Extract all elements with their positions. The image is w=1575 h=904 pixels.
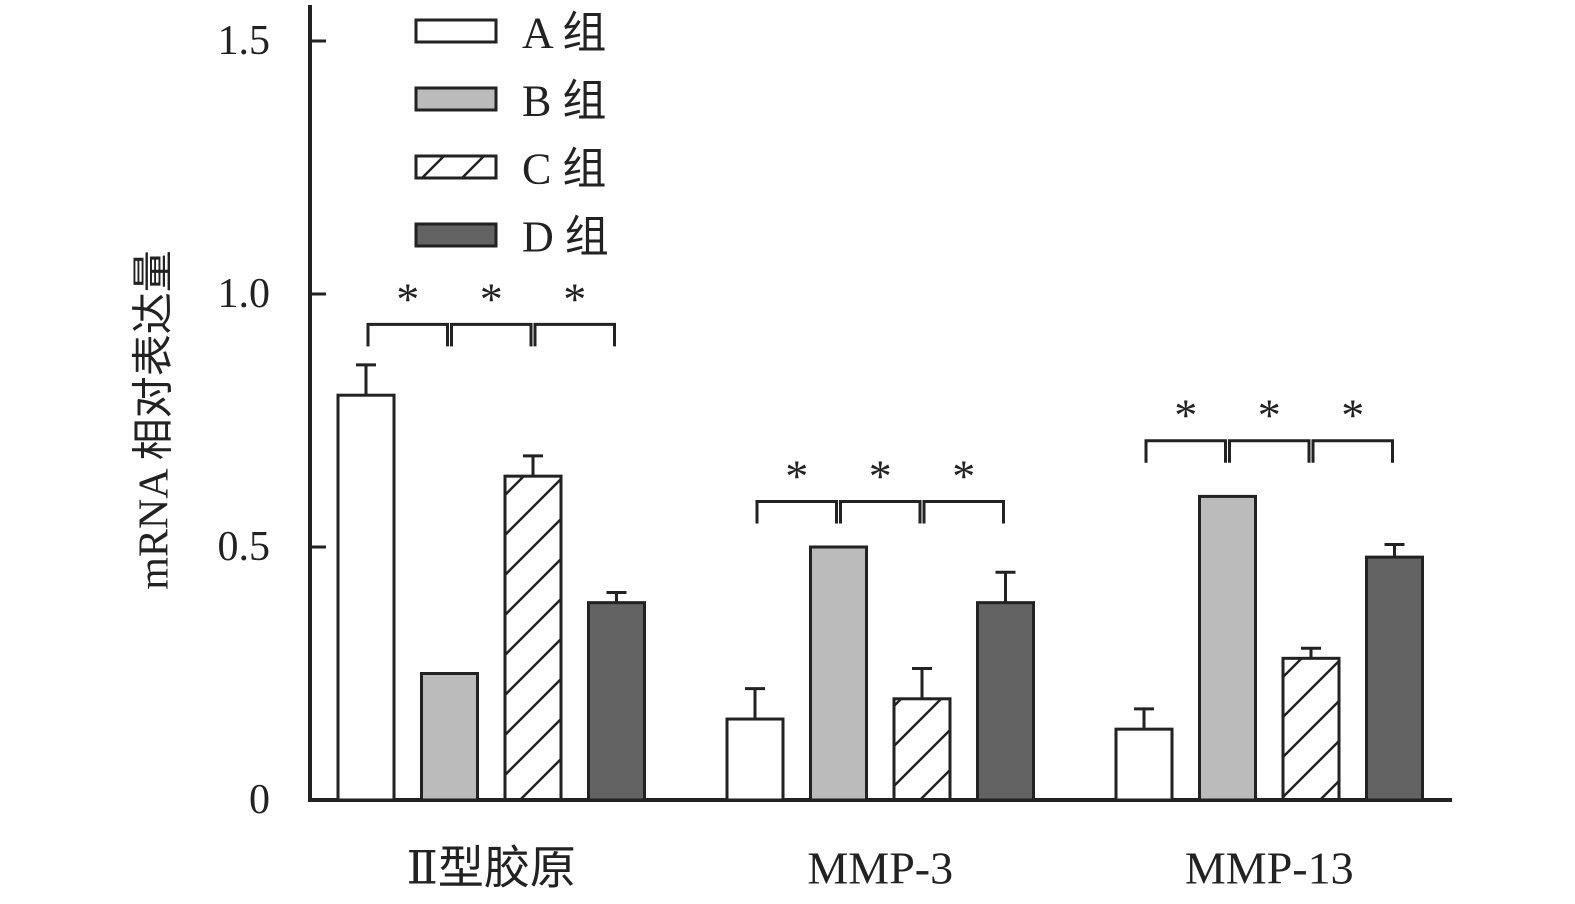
y-tick-label: 1.0 xyxy=(218,271,271,317)
x-category-label: Ⅱ型胶原 xyxy=(407,843,576,894)
legend-swatch xyxy=(414,18,498,44)
significance-asterisk: * xyxy=(869,450,892,501)
x-axis: Ⅱ型胶原 MMP-3 MMP-13 xyxy=(308,798,1452,894)
y-axis: 0 0.5 1.0 1.5 xyxy=(218,5,326,823)
significance-markers: * * * * * * * * * xyxy=(366,273,1394,524)
significance-bracket xyxy=(755,499,838,524)
significance-asterisk: * xyxy=(785,450,808,501)
significance-asterisk: * xyxy=(1174,390,1197,441)
significance-bracket xyxy=(366,322,449,347)
bar xyxy=(503,474,563,802)
significance-asterisk: * xyxy=(952,450,975,501)
y-tick-label: 1.5 xyxy=(218,18,271,64)
legend-label: C 组 xyxy=(522,145,606,194)
legend-label: D 组 xyxy=(522,213,609,262)
x-category-label: MMP-3 xyxy=(807,843,953,894)
legend-label: A 组 xyxy=(522,9,606,58)
bar xyxy=(1198,494,1257,802)
significance-asterisk: * xyxy=(1258,390,1281,441)
bar xyxy=(420,672,479,802)
bar xyxy=(587,601,646,802)
significance-bracket xyxy=(1144,439,1227,463)
x-category-label: MMP-13 xyxy=(1185,843,1354,894)
bar xyxy=(1114,727,1174,802)
y-tick-label: 0.5 xyxy=(218,524,271,570)
significance-bracket xyxy=(533,322,616,347)
legend-swatch xyxy=(414,86,498,112)
significance-bracket xyxy=(922,499,1005,524)
bar xyxy=(976,601,1035,802)
bar xyxy=(1365,555,1424,802)
legend-label: B 组 xyxy=(522,77,606,126)
significance-asterisk: * xyxy=(396,273,419,324)
significance-bracket xyxy=(839,499,922,524)
significance-bracket xyxy=(1228,439,1311,463)
significance-bracket xyxy=(1311,439,1394,463)
y-axis-title: mRNA 相对表达量 xyxy=(132,250,178,590)
bar xyxy=(892,697,952,802)
legend-swatch xyxy=(414,154,498,180)
legend-swatch xyxy=(414,222,498,248)
significance-asterisk: * xyxy=(480,273,503,324)
bar xyxy=(725,717,785,802)
legend: A 组 B 组 C 组 D 组 xyxy=(414,9,609,262)
significance-bracket xyxy=(450,322,533,347)
bar xyxy=(809,545,868,802)
bar xyxy=(1281,656,1341,802)
y-tick-label: 0 xyxy=(249,777,270,823)
bar xyxy=(336,393,396,802)
significance-asterisk: * xyxy=(1341,390,1364,441)
bars xyxy=(336,363,1424,802)
significance-asterisk: * xyxy=(563,273,586,324)
